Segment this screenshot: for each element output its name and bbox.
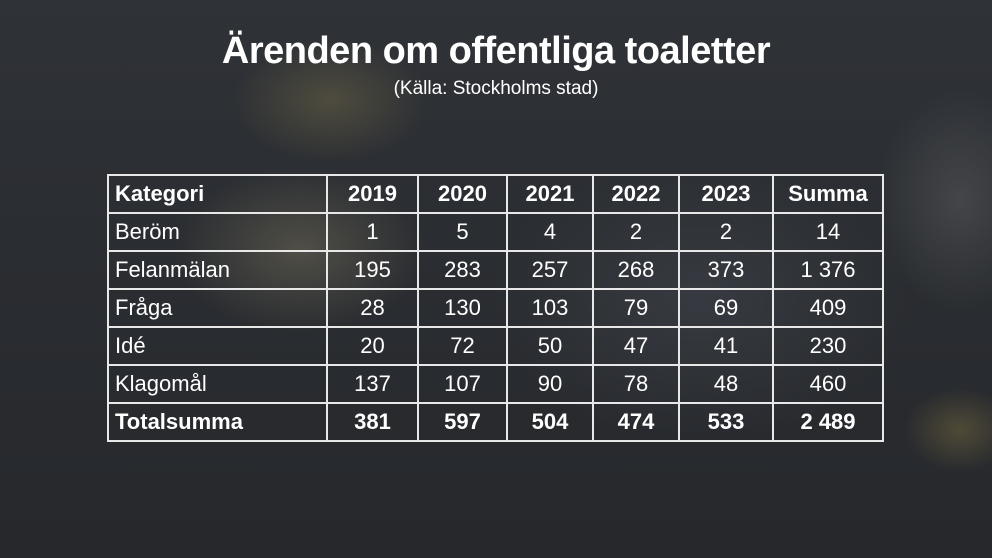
table-row: Idé 20 72 50 47 41 230	[107, 326, 884, 366]
total-cell: 597	[417, 402, 508, 442]
table-row: Fråga 28 130 103 79 69 409	[107, 288, 884, 328]
value-cell: 78	[592, 364, 680, 404]
value-cell: 47	[592, 326, 680, 366]
value-cell: 257	[506, 250, 594, 290]
total-cell: 474	[592, 402, 680, 442]
value-cell: 2	[592, 212, 680, 252]
sum-cell: 14	[772, 212, 884, 252]
value-cell: 48	[678, 364, 774, 404]
row-label-cell: Fråga	[107, 288, 328, 328]
value-cell: 1	[326, 212, 419, 252]
total-cell: 504	[506, 402, 594, 442]
sum-cell: 409	[772, 288, 884, 328]
total-cell: 381	[326, 402, 419, 442]
value-cell: 195	[326, 250, 419, 290]
value-cell: 107	[417, 364, 508, 404]
value-cell: 137	[326, 364, 419, 404]
header-cell: 2022	[592, 174, 680, 214]
value-cell: 69	[678, 288, 774, 328]
row-label-cell: Beröm	[107, 212, 328, 252]
row-label-cell: Klagomål	[107, 364, 328, 404]
value-cell: 4	[506, 212, 594, 252]
value-cell: 2	[678, 212, 774, 252]
value-cell: 72	[417, 326, 508, 366]
header-cell: 2021	[506, 174, 594, 214]
total-label-cell: Totalsumma	[107, 402, 328, 442]
value-cell: 79	[592, 288, 680, 328]
header-cell: Summa	[772, 174, 884, 214]
chart-title: Ärenden om offentliga toaletter	[221, 30, 771, 72]
value-cell: 373	[678, 250, 774, 290]
value-cell: 103	[506, 288, 594, 328]
sum-cell: 230	[772, 326, 884, 366]
value-cell: 41	[678, 326, 774, 366]
table-row: Felanmälan 195 283 257 268 373 1 376	[107, 250, 884, 290]
chart-subtitle: (Källa: Stockholms stad)	[393, 78, 599, 99]
value-cell: 28	[326, 288, 419, 328]
data-table: Kategori 2019 2020 2021 2022 2023 Summa …	[107, 174, 884, 442]
header-cell: 2020	[417, 174, 508, 214]
value-cell: 268	[592, 250, 680, 290]
header-cell: 2019	[326, 174, 419, 214]
grand-total-cell: 2 489	[772, 402, 884, 442]
total-cell: 533	[678, 402, 774, 442]
value-cell: 90	[506, 364, 594, 404]
total-row: Totalsumma 381 597 504 474 533 2 489	[107, 402, 884, 442]
table-row: Klagomål 137 107 90 78 48 460	[107, 364, 884, 404]
row-label-cell: Idé	[107, 326, 328, 366]
header-cell: 2023	[678, 174, 774, 214]
value-cell: 283	[417, 250, 508, 290]
sum-cell: 460	[772, 364, 884, 404]
value-cell: 130	[417, 288, 508, 328]
table-row: Beröm 1 5 4 2 2 14	[107, 212, 884, 252]
sum-cell: 1 376	[772, 250, 884, 290]
header-cell: Kategori	[107, 174, 328, 214]
table-header-row: Kategori 2019 2020 2021 2022 2023 Summa	[107, 174, 884, 214]
value-cell: 5	[417, 212, 508, 252]
value-cell: 20	[326, 326, 419, 366]
row-label-cell: Felanmälan	[107, 250, 328, 290]
value-cell: 50	[506, 326, 594, 366]
